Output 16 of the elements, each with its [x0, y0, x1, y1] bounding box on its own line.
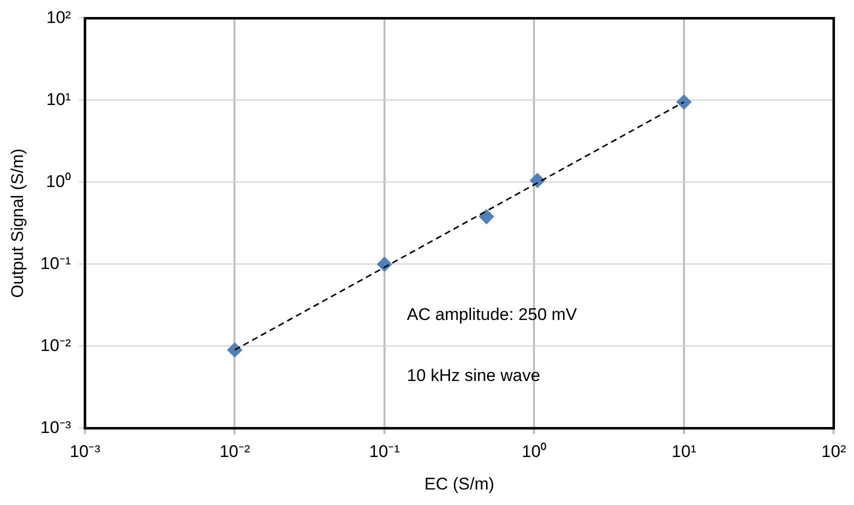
x-tick-label: 10⁻³ — [70, 442, 101, 462]
annotation: AC amplitude: 250 mV — [406, 305, 578, 324]
y-tick-label: 10⁻³ — [40, 418, 72, 437]
x-tick-label: 10¹ — [672, 442, 697, 462]
x-axis-title: EC (S/m) — [424, 474, 494, 494]
y-tick-label: 10⁻¹ — [40, 254, 72, 273]
x-tick-label: 10² — [821, 442, 846, 462]
x-tick-label: 10⁻¹ — [369, 442, 400, 462]
y-tick-label: 10¹ — [46, 90, 72, 109]
x-tick-label: 10⁰ — [522, 442, 547, 462]
y-tick-label: 10⁻² — [40, 336, 72, 355]
annotation: 10 kHz sine wave — [406, 366, 540, 385]
y-axis-title: Output Signal (S/m) — [8, 148, 27, 298]
y-tick-label: 10² — [46, 8, 72, 27]
x-tick-label: 10⁻² — [219, 442, 250, 462]
y-tick-label: 10⁰ — [46, 172, 71, 191]
